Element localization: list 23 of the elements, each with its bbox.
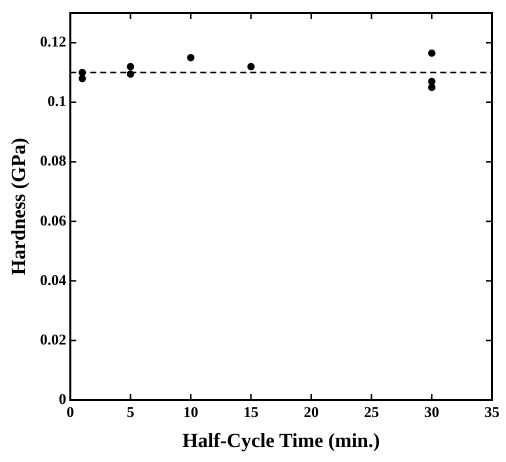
x-tick-label: 5 xyxy=(126,404,134,421)
x-tick-label: 20 xyxy=(304,404,319,421)
y-tick-label: 0.1 xyxy=(48,94,66,110)
x-tick-label: 15 xyxy=(244,404,258,421)
y-tick-label: 0 xyxy=(58,392,66,408)
point xyxy=(428,84,436,92)
point xyxy=(428,78,436,86)
point xyxy=(428,49,436,57)
x-axis-title: Half-Cycle Time (min.) xyxy=(182,430,380,452)
y-tick-label: 0.12 xyxy=(40,34,66,51)
x-tick-label: 35 xyxy=(484,404,500,421)
x-tick-label: 30 xyxy=(424,404,440,421)
point xyxy=(78,74,86,82)
point xyxy=(247,62,255,70)
point xyxy=(187,54,194,62)
point xyxy=(126,62,134,70)
y-tick-label: 0.06 xyxy=(40,213,67,230)
y-tick-label: 0.08 xyxy=(40,154,66,170)
y-tick-label: 0.02 xyxy=(40,332,66,348)
y-tick-label: 0.04 xyxy=(40,272,67,289)
y-axis-title: Hardness (GPa) xyxy=(8,138,30,276)
x-tick-label: 25 xyxy=(364,404,379,421)
x-tick-label: 10 xyxy=(183,404,198,421)
